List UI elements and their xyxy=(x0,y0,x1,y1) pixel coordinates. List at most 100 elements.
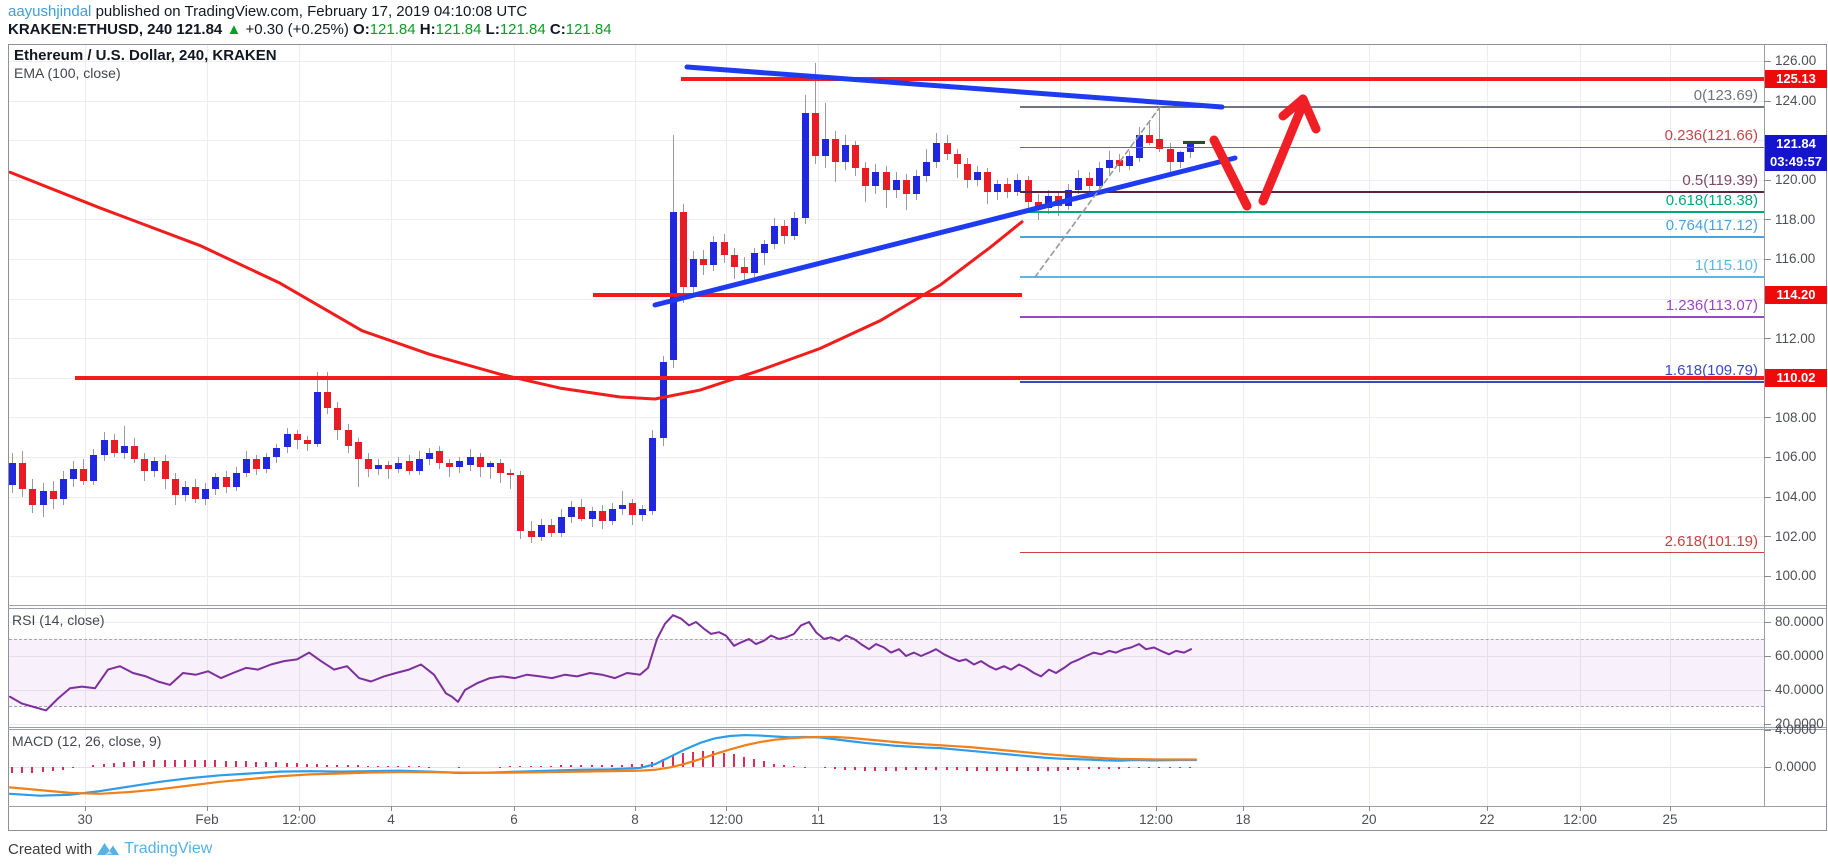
candle-down xyxy=(577,506,585,519)
axis-tick xyxy=(1764,456,1771,458)
macd-histogram-bar xyxy=(824,767,826,769)
macd-histogram-bar xyxy=(874,767,876,771)
macd-histogram-bar xyxy=(1148,767,1150,768)
candle-up xyxy=(537,524,545,537)
time-axis-label: 13 xyxy=(932,812,948,827)
candle-up xyxy=(871,172,879,187)
candle-down xyxy=(333,407,341,430)
candle-down xyxy=(140,459,148,472)
candle-down xyxy=(405,461,413,472)
rsi-band-30-70 xyxy=(9,639,1764,707)
macd-histogram-bar xyxy=(1047,767,1049,771)
candle-up xyxy=(841,144,849,163)
tradingview-brand-link[interactable]: TradingView xyxy=(124,840,213,857)
macd-histogram-bar xyxy=(996,767,998,771)
high-label: H: xyxy=(419,21,436,38)
axis-tick xyxy=(1764,100,1771,102)
gridline-v xyxy=(817,729,819,806)
fib-line xyxy=(1020,316,1764,319)
price-badge: 110.02 xyxy=(1765,368,1827,387)
publish-info: aayushjindal published on TradingView.co… xyxy=(8,3,527,20)
macd-histogram-bar xyxy=(1108,767,1110,770)
time-tick xyxy=(298,806,300,811)
candle-wick xyxy=(509,469,511,490)
time-axis-label: 30 xyxy=(77,812,93,827)
footer: Created with TradingView xyxy=(8,840,212,858)
macd-histogram-bar xyxy=(976,767,978,771)
macd-legend: MACD (12, 26, close, 9) xyxy=(12,733,162,749)
candle-down xyxy=(476,457,484,468)
gridline-h xyxy=(9,60,1764,62)
rsi-axis-label: 60.0000 xyxy=(1775,648,1824,663)
fib-label: 2.618(101.19) xyxy=(1664,532,1758,550)
axis-tick xyxy=(1764,496,1771,498)
time-tick xyxy=(1059,806,1061,811)
gridline-v xyxy=(1368,608,1370,726)
chart-frame-top xyxy=(8,43,1826,45)
gridline-h xyxy=(9,496,1764,498)
candle-down xyxy=(445,463,453,468)
macd-histogram-bar xyxy=(946,767,948,770)
candle-down xyxy=(384,465,392,470)
gridline-h xyxy=(9,417,1764,419)
candle-up xyxy=(150,461,158,472)
macd-histogram-bar xyxy=(62,767,64,770)
gridline-v xyxy=(1242,729,1244,806)
candle-down xyxy=(963,164,971,181)
gridline-v xyxy=(1579,729,1581,806)
candle-down xyxy=(496,463,504,474)
author-link[interactable]: aayushjindal xyxy=(8,3,92,20)
last-price-dash xyxy=(1183,140,1205,144)
macd-histogram-bar xyxy=(854,767,856,771)
macd-histogram-bar xyxy=(895,767,897,771)
candle-up xyxy=(59,479,67,499)
macd-histogram-bar xyxy=(286,762,288,767)
candle-up xyxy=(211,477,219,490)
macd-histogram-bar xyxy=(418,766,420,767)
candle-up xyxy=(1176,152,1184,163)
symbol-name: KRAKEN:ETHUSD, 240 xyxy=(8,21,173,38)
gridline-v xyxy=(390,729,392,806)
fib-label: 0.236(121.66) xyxy=(1664,127,1758,145)
macd-histogram-bar xyxy=(214,760,216,767)
candle-up xyxy=(374,465,382,470)
time-axis-border xyxy=(8,805,1826,807)
candle-down xyxy=(161,461,169,480)
axis-tick xyxy=(1764,766,1771,768)
time-tick xyxy=(206,806,208,811)
open-value: 121.84 xyxy=(369,21,416,38)
macd-axis-label: 0.0000 xyxy=(1775,759,1817,774)
candle-down xyxy=(851,144,859,169)
fib-line xyxy=(1020,276,1764,279)
price-axis-label: 108.00 xyxy=(1775,409,1817,425)
tradingview-logo-icon[interactable] xyxy=(96,841,120,858)
macd-histogram-bar xyxy=(194,759,196,767)
axis-tick xyxy=(1764,60,1771,62)
rsi-axis-label: 80.0000 xyxy=(1775,614,1824,629)
macd-histogram-bar xyxy=(834,767,836,770)
macd-histogram-bar xyxy=(336,765,338,767)
gridline-v xyxy=(1486,45,1488,605)
candle-down xyxy=(527,530,535,537)
candle-up xyxy=(648,437,656,511)
low-label: L: xyxy=(485,21,500,38)
macd-histogram-bar xyxy=(52,767,54,771)
price-axis-label: 124.00 xyxy=(1775,93,1817,108)
macd-histogram-bar xyxy=(712,751,714,767)
candle-down xyxy=(1166,148,1174,163)
macd-histogram-bar xyxy=(42,767,44,773)
candle-down xyxy=(831,138,839,163)
macd-histogram-bar xyxy=(1067,767,1069,771)
macd-histogram-bar xyxy=(245,761,247,767)
candle-down xyxy=(902,180,910,195)
candle-down xyxy=(252,459,260,470)
candle-down xyxy=(344,429,352,446)
candle-down xyxy=(780,225,788,236)
up-triangle-icon: ▲ xyxy=(226,21,242,38)
candle-down xyxy=(171,479,179,495)
macd-line xyxy=(8,733,1198,797)
macd-histogram-bar xyxy=(560,765,562,767)
fib-label: 0.618(118.38) xyxy=(1665,192,1758,210)
